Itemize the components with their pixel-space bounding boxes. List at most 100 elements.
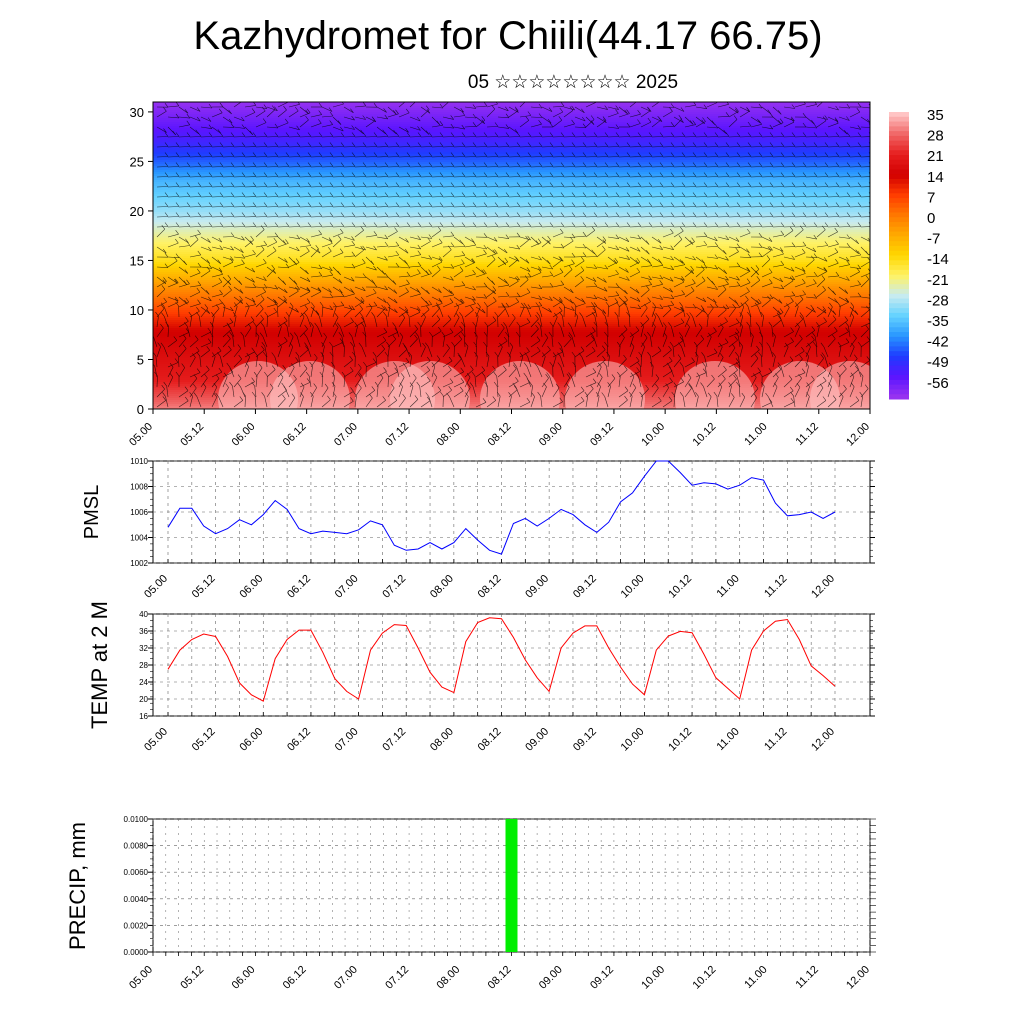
wind-barb-flag [571,152,576,157]
wind-barb [816,321,827,328]
wind-barb-flag [670,245,674,250]
wind-barb [431,308,440,318]
wind-barb [332,232,344,238]
wind-barb [772,186,785,188]
wind-barb-flag [703,172,708,177]
wind-barb-flag [714,123,719,129]
y-tick-label: 24 [139,678,148,687]
heatmap-band [153,208,870,211]
wind-barb-flag [590,332,594,337]
wind-barb-flag [670,103,675,108]
wind-barb [387,206,400,208]
wind-barb [827,106,839,111]
wind-barb-flag [736,222,741,227]
wind-barb [629,396,633,408]
wind-barb [750,315,752,328]
wind-barb [464,216,477,218]
wind-barb [189,226,202,228]
wind-barb [706,236,718,242]
wind-barb-flag [582,192,587,197]
wind-barb [288,166,301,168]
wind-barb [365,136,378,138]
wind-barb [420,196,433,198]
wind-barb [518,335,521,348]
wind-barb [306,336,312,348]
y-tick-label: 1008 [130,483,148,492]
wind-barb [541,386,547,398]
wind-barb-flag [354,322,358,327]
wind-barb [695,226,708,228]
wind-barb [233,316,237,328]
wind-barb [255,136,268,138]
wind-barb [805,176,818,178]
wind-barb [266,166,279,168]
wind-barb [475,116,485,124]
wind-barb-flag [263,162,268,167]
wind-barb-flag [767,295,771,301]
heatmap-band [153,108,870,111]
wind-barb [398,310,409,318]
legend-swatch [889,341,909,347]
wind-barb-flag [527,202,532,207]
wind-barb [365,196,378,198]
wind-barb-flag [405,357,410,363]
wind-barb-flag [350,397,354,402]
wind-barb-flag [384,132,389,137]
wind-barb-flag [494,152,499,157]
wind-barb [475,402,487,408]
wind-barb [222,136,235,138]
wind-barb [618,266,629,273]
wind-barb [266,109,276,118]
wind-barb-flag [351,142,356,147]
wind-barb-flag [425,392,429,397]
wind-barb-flag [207,338,212,343]
wind-barb-flag [725,172,730,177]
wind-barb [156,136,169,138]
wind-barb [453,263,465,268]
legend-swatch [889,217,909,223]
wind-barb [750,216,763,218]
heatmap-band [153,276,870,279]
wind-barb-flag [274,106,278,111]
wind-barb-flag [813,279,817,284]
wind-barb-flag [494,192,499,197]
wind-barb [607,106,619,110]
wind-barb-flag [339,288,343,294]
legend-label: 35 [927,107,944,124]
wind-barb [816,206,829,208]
wind-barb-flag [206,365,210,370]
wind-barb-flag [592,307,596,312]
wind-barb-flag [263,104,268,109]
wind-barb [343,236,355,241]
wind-barb [860,136,870,138]
heatmap-band [153,238,870,241]
wind-barb [673,310,684,318]
wind-barb [178,355,180,368]
wind-barb [860,156,870,158]
wind-barb [750,136,763,138]
wind-barb-flag [340,212,345,217]
wind-barb [244,105,256,108]
wind-barb [508,166,521,168]
wind-barb [431,286,442,293]
wind-barb-flag [692,182,697,187]
wind-barb [464,256,475,264]
wind-barb [354,367,362,378]
wind-barb [189,156,202,158]
wind-barb-flag [184,322,188,327]
wind-barb [596,206,609,208]
wind-barb [497,246,508,254]
wind-barb-flag [439,202,444,207]
wind-barb [365,307,373,318]
wind-barb-flag [822,376,827,382]
wind-barb [519,120,529,128]
wind-barb [838,176,851,178]
wind-barb-flag [820,354,824,359]
wind-barb-flag [455,303,460,308]
wind-barb [497,340,508,348]
wind-barb [783,390,794,398]
wind-barb-flag [258,363,263,368]
wind-barb-flag [483,152,488,157]
wind-barb-flag [791,242,796,247]
wind-barb-flag [383,367,387,372]
